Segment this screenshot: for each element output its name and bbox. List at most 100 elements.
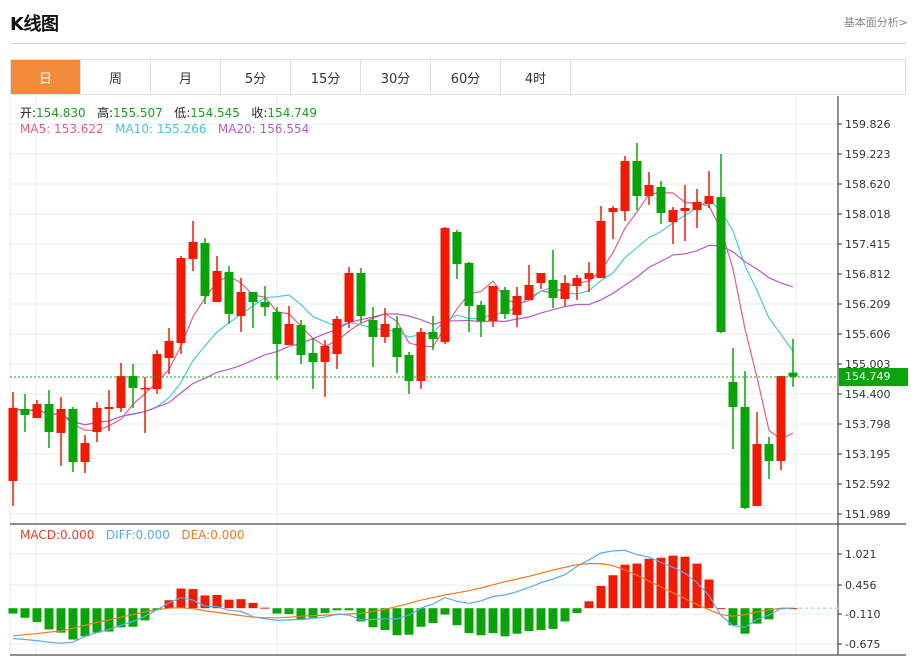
macd-bar bbox=[752, 608, 762, 624]
candle-up bbox=[584, 272, 594, 280]
macd-tick-label: 1.021 bbox=[845, 548, 877, 561]
ma20-value: MA20: 156.554 bbox=[217, 122, 310, 136]
macd-bar bbox=[32, 608, 42, 623]
dea-value: DEA:0.000 bbox=[181, 528, 245, 542]
candle-up bbox=[140, 387, 150, 390]
ma5-value: MA5: 153.622 bbox=[20, 122, 104, 136]
macd-bar bbox=[212, 594, 222, 609]
candle-up bbox=[752, 443, 762, 506]
macd-bar bbox=[500, 608, 510, 637]
candle-up bbox=[644, 185, 654, 197]
candle-up bbox=[572, 277, 582, 286]
macd-bar bbox=[392, 608, 402, 636]
price-tick-label: 154.400 bbox=[845, 388, 891, 401]
divider bbox=[10, 43, 906, 44]
candle-up bbox=[416, 332, 426, 381]
macd-bar bbox=[248, 602, 258, 609]
candle-up bbox=[332, 318, 342, 355]
dea-line bbox=[12, 562, 793, 637]
macd-bar bbox=[440, 608, 450, 615]
macd-bar bbox=[416, 608, 426, 627]
macd-bar bbox=[692, 563, 702, 609]
price-tick-label: 159.826 bbox=[845, 118, 891, 131]
macd-bar bbox=[92, 608, 102, 633]
macd-bar bbox=[188, 589, 198, 609]
candle-down bbox=[272, 312, 282, 345]
candle-up bbox=[488, 285, 498, 321]
candle-up bbox=[152, 354, 162, 389]
macd-bar bbox=[464, 608, 474, 634]
macd-tick-label: -0.110 bbox=[845, 608, 880, 621]
tab-30min[interactable]: 30分 bbox=[361, 60, 431, 94]
price-tick-label: 152.592 bbox=[845, 478, 891, 491]
tab-60min[interactable]: 60分 bbox=[431, 60, 501, 94]
macd-bar bbox=[644, 558, 654, 609]
candle-up bbox=[512, 295, 522, 315]
candle-up bbox=[776, 376, 786, 462]
price-tick-label: 155.003 bbox=[845, 358, 891, 371]
candle-up bbox=[32, 403, 42, 419]
macd-bar bbox=[740, 608, 750, 634]
candle-down bbox=[716, 197, 726, 333]
macd-info: MACD:0.000 DIFF:0.000 DEA:0.000 bbox=[20, 528, 245, 542]
price-tick-label: 158.018 bbox=[845, 208, 891, 221]
candle-up bbox=[164, 340, 174, 358]
candle-up bbox=[8, 408, 18, 482]
price-tick-label: 158.620 bbox=[845, 178, 891, 191]
candle-down bbox=[464, 262, 474, 306]
macd-bar bbox=[164, 600, 174, 609]
ma10-value: MA10: 155.266 bbox=[115, 122, 207, 136]
candle-down bbox=[260, 302, 270, 307]
tab-day[interactable]: 日 bbox=[11, 60, 81, 94]
candle-down bbox=[788, 372, 798, 377]
candle-up bbox=[524, 284, 534, 301]
price-tick-label: 156.812 bbox=[845, 268, 891, 281]
tab-4hour[interactable]: 4时 bbox=[501, 60, 571, 94]
macd-bar bbox=[272, 608, 282, 614]
candle-up bbox=[80, 442, 90, 462]
candle-down bbox=[308, 353, 318, 362]
tab-month[interactable]: 月 bbox=[151, 60, 221, 94]
candle-down bbox=[356, 272, 366, 316]
macd-bar bbox=[368, 608, 378, 628]
candle-up bbox=[608, 208, 618, 212]
macd-bar bbox=[68, 608, 78, 640]
candle-up bbox=[188, 241, 198, 260]
macd-bar bbox=[8, 608, 18, 614]
candle-up bbox=[440, 228, 450, 342]
macd-bar bbox=[608, 575, 618, 609]
candle-up bbox=[536, 272, 546, 283]
ma5-line bbox=[12, 191, 794, 440]
macd-bar bbox=[476, 608, 486, 636]
ma10-line bbox=[12, 199, 794, 426]
price-tick-label: 151.989 bbox=[845, 508, 891, 521]
candle-down bbox=[20, 408, 30, 415]
macd-bar bbox=[572, 608, 582, 613]
macd-bar bbox=[764, 608, 774, 620]
candle-up bbox=[236, 292, 246, 316]
candle-down bbox=[392, 327, 402, 357]
candle-down bbox=[404, 355, 414, 381]
diff-value: DIFF:0.000 bbox=[105, 528, 170, 542]
macd-bar bbox=[236, 599, 246, 609]
macd-bar bbox=[512, 608, 522, 634]
candle-down bbox=[740, 407, 750, 508]
tab-week[interactable]: 周 bbox=[81, 60, 151, 94]
macd-bar bbox=[176, 588, 186, 609]
candle-up bbox=[704, 196, 714, 204]
macd-bar bbox=[332, 608, 342, 611]
candle-down bbox=[428, 332, 438, 339]
open-label: 开: bbox=[20, 106, 37, 120]
page-title: K线图 bbox=[10, 14, 59, 35]
tab-15min[interactable]: 15分 bbox=[291, 60, 361, 94]
candle-up bbox=[680, 208, 690, 211]
fundamental-analysis-link[interactable]: 基本面分析> bbox=[843, 16, 908, 29]
candle-down bbox=[68, 408, 78, 462]
macd-bar bbox=[632, 563, 642, 609]
macd-bar bbox=[296, 608, 306, 620]
macd-bar bbox=[320, 608, 330, 613]
tab-5min[interactable]: 5分 bbox=[221, 60, 291, 94]
macd-tick-label: 0.456 bbox=[845, 579, 877, 592]
close-label: 收: bbox=[251, 106, 268, 120]
